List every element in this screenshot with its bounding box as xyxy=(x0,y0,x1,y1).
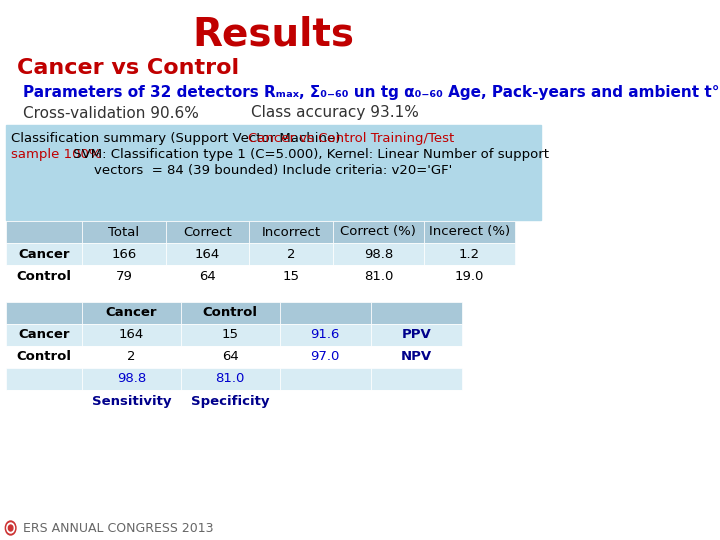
Text: Cancer: Cancer xyxy=(18,328,70,341)
Text: Results: Results xyxy=(192,16,354,54)
FancyBboxPatch shape xyxy=(6,265,82,287)
FancyBboxPatch shape xyxy=(82,302,181,324)
Text: 15: 15 xyxy=(222,328,239,341)
FancyBboxPatch shape xyxy=(82,265,166,287)
FancyBboxPatch shape xyxy=(6,243,82,265)
FancyBboxPatch shape xyxy=(371,390,462,412)
Text: Control: Control xyxy=(203,307,258,320)
FancyBboxPatch shape xyxy=(181,302,279,324)
FancyBboxPatch shape xyxy=(6,390,82,412)
FancyBboxPatch shape xyxy=(424,221,516,243)
FancyBboxPatch shape xyxy=(181,324,279,346)
Text: Correct (%): Correct (%) xyxy=(341,226,416,239)
FancyBboxPatch shape xyxy=(6,125,541,220)
Text: 91.6: 91.6 xyxy=(310,328,340,341)
FancyBboxPatch shape xyxy=(181,390,279,412)
Text: Cross-validation 90.6%: Cross-validation 90.6% xyxy=(23,105,199,120)
Text: 98.8: 98.8 xyxy=(117,373,146,386)
FancyBboxPatch shape xyxy=(249,221,333,243)
Text: 19.0: 19.0 xyxy=(455,269,485,282)
Text: Parameters of 32 detectors Rₘₐₓ, Σ₀₋₆₀ un tg α₀₋₆₀ Age, Pack-years and ambient t: Parameters of 32 detectors Rₘₐₓ, Σ₀₋₆₀ u… xyxy=(23,84,720,99)
FancyBboxPatch shape xyxy=(371,368,462,390)
FancyBboxPatch shape xyxy=(279,324,371,346)
FancyBboxPatch shape xyxy=(424,243,516,265)
Text: 79: 79 xyxy=(115,269,132,282)
Circle shape xyxy=(6,523,14,533)
Text: NPV: NPV xyxy=(401,350,432,363)
FancyBboxPatch shape xyxy=(371,324,462,346)
FancyBboxPatch shape xyxy=(166,265,249,287)
Text: Total: Total xyxy=(108,226,140,239)
Text: PPV: PPV xyxy=(402,328,431,341)
FancyBboxPatch shape xyxy=(279,302,371,324)
FancyBboxPatch shape xyxy=(6,368,82,390)
Circle shape xyxy=(9,525,13,531)
FancyBboxPatch shape xyxy=(371,302,462,324)
Text: ERS ANNUAL CONGRESS 2013: ERS ANNUAL CONGRESS 2013 xyxy=(23,522,213,535)
FancyBboxPatch shape xyxy=(82,221,166,243)
Text: Classification summary (Support Vector Machine): Classification summary (Support Vector M… xyxy=(12,132,345,145)
FancyBboxPatch shape xyxy=(181,368,279,390)
Text: Cancer: Cancer xyxy=(18,247,70,260)
FancyBboxPatch shape xyxy=(82,324,181,346)
Text: vectors  = 84 (39 bounded) Include criteria: v20='GF': vectors = 84 (39 bounded) Include criter… xyxy=(94,164,453,177)
FancyBboxPatch shape xyxy=(279,346,371,368)
FancyBboxPatch shape xyxy=(6,221,82,243)
Text: 2: 2 xyxy=(127,350,135,363)
Text: 64: 64 xyxy=(222,350,238,363)
FancyBboxPatch shape xyxy=(166,243,249,265)
Text: 98.8: 98.8 xyxy=(364,247,393,260)
FancyBboxPatch shape xyxy=(82,368,181,390)
Text: 81.0: 81.0 xyxy=(364,269,393,282)
Text: 64: 64 xyxy=(199,269,216,282)
FancyBboxPatch shape xyxy=(166,221,249,243)
Text: 166: 166 xyxy=(111,247,137,260)
Text: 164: 164 xyxy=(195,247,220,260)
FancyBboxPatch shape xyxy=(249,243,333,265)
Text: Cancer vs Control Training/Test: Cancer vs Control Training/Test xyxy=(248,132,455,145)
Text: 1.2: 1.2 xyxy=(459,247,480,260)
Text: Specificity: Specificity xyxy=(191,395,269,408)
Text: Class accuracy 93.1%: Class accuracy 93.1% xyxy=(251,105,418,120)
Text: Cancer: Cancer xyxy=(106,307,157,320)
Text: 97.0: 97.0 xyxy=(310,350,340,363)
Text: sample 100%: sample 100% xyxy=(12,148,102,161)
FancyBboxPatch shape xyxy=(279,368,371,390)
FancyBboxPatch shape xyxy=(6,324,82,346)
Text: 81.0: 81.0 xyxy=(215,373,245,386)
Text: Sensitivity: Sensitivity xyxy=(91,395,171,408)
FancyBboxPatch shape xyxy=(279,390,371,412)
Text: 15: 15 xyxy=(282,269,300,282)
Text: 164: 164 xyxy=(119,328,144,341)
FancyBboxPatch shape xyxy=(424,265,516,287)
Text: Incerect (%): Incerect (%) xyxy=(429,226,510,239)
Text: 2: 2 xyxy=(287,247,295,260)
FancyBboxPatch shape xyxy=(82,243,166,265)
Text: Incorrect: Incorrect xyxy=(261,226,320,239)
FancyBboxPatch shape xyxy=(181,346,279,368)
Text: Control: Control xyxy=(17,269,71,282)
FancyBboxPatch shape xyxy=(6,346,82,368)
FancyBboxPatch shape xyxy=(333,265,424,287)
FancyBboxPatch shape xyxy=(333,221,424,243)
Text: Correct: Correct xyxy=(183,226,232,239)
FancyBboxPatch shape xyxy=(82,346,181,368)
Text: SVM: Classification type 1 (C=5.000), Kernel: Linear Number of support: SVM: Classification type 1 (C=5.000), Ke… xyxy=(69,148,549,161)
Text: Cancer vs Control: Cancer vs Control xyxy=(17,58,239,78)
FancyBboxPatch shape xyxy=(333,243,424,265)
FancyBboxPatch shape xyxy=(371,346,462,368)
Circle shape xyxy=(5,521,16,535)
FancyBboxPatch shape xyxy=(249,265,333,287)
Text: Control: Control xyxy=(17,350,71,363)
FancyBboxPatch shape xyxy=(82,390,181,412)
FancyBboxPatch shape xyxy=(6,302,82,324)
